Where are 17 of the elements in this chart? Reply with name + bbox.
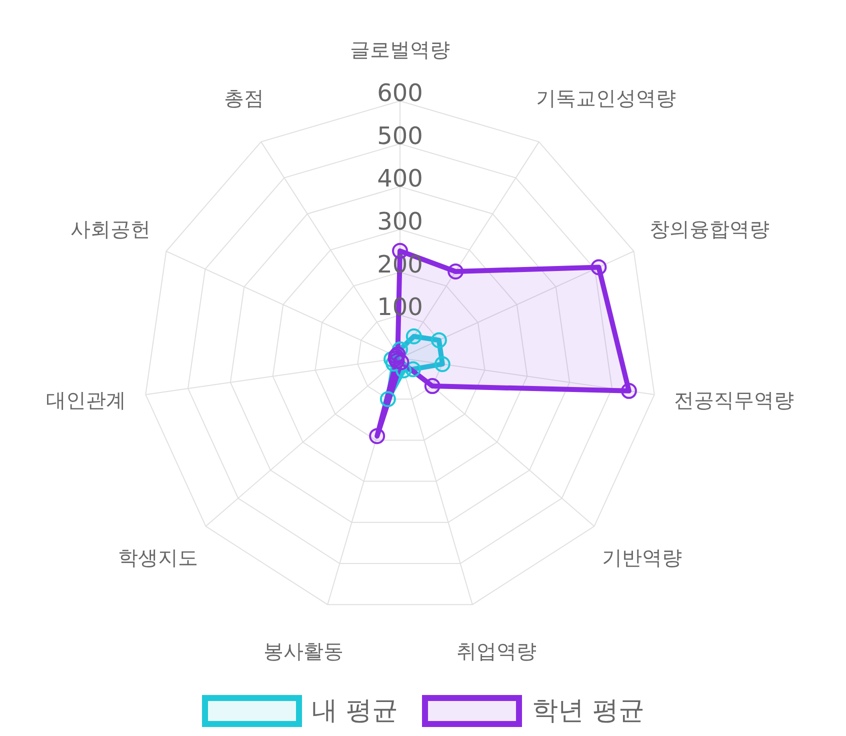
- y-tick-label: 400: [377, 164, 423, 193]
- spoke-label: 대인관계: [46, 388, 126, 412]
- legend-label: 학년 평균: [532, 695, 644, 728]
- y-tick-label: 300: [377, 208, 423, 236]
- legend-label: 내 평균: [312, 695, 398, 728]
- spoke-label: 총점: [224, 86, 264, 110]
- spoke-label: 기독교인성역량: [536, 86, 676, 110]
- spoke-label: 봉사활동: [264, 639, 344, 664]
- spoke-label: 취업역량: [456, 639, 536, 664]
- spoke-label: 창의융합역량: [649, 216, 770, 241]
- spoke-label: 글로벌역량: [350, 37, 450, 62]
- spoke-label: 기반역량: [602, 546, 682, 570]
- spoke-label: 전공직무역량: [674, 388, 794, 412]
- y-tick-label: 500: [377, 122, 423, 150]
- y-tick-label: 600: [377, 79, 423, 107]
- spoke-label: 사회공헌: [70, 216, 151, 241]
- spoke-label: 학생지도: [118, 546, 198, 570]
